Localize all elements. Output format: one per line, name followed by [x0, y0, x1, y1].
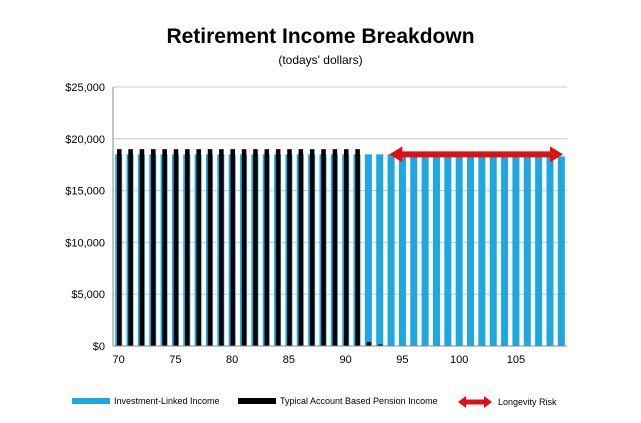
x-tick-label: 100 [450, 354, 468, 366]
y-tick-label: $5,000 [71, 289, 105, 301]
legend-swatch-pension [238, 398, 276, 404]
y-tick-label: $10,000 [65, 237, 105, 249]
bar-typical-pension-income [253, 149, 258, 346]
x-tick-label: 95 [396, 354, 408, 366]
bar-investment-linked-income [376, 154, 384, 346]
bar-investment-linked-income [557, 156, 565, 346]
bar-investment-linked-income [512, 156, 520, 346]
legend-item-longevity: Longevity Risk [458, 396, 557, 408]
bar-typical-pension-income [332, 149, 338, 346]
longevity-risk-arrow [389, 146, 564, 163]
bar-typical-pension-income [116, 149, 122, 346]
legend-swatch-investment [72, 398, 110, 404]
x-tick-label: 70 [113, 354, 125, 366]
legend-label-investment: Investment-Linked Income [114, 396, 220, 406]
chart-title: Retirement Income Breakdown [166, 25, 475, 48]
bar-investment-linked-income [432, 156, 440, 346]
bar-typical-pension-income [207, 149, 213, 346]
bar-investment-linked-income [444, 156, 452, 346]
x-tick-label: 105 [507, 354, 525, 366]
legend-item-pension: Typical Account Based Pension Income [238, 396, 438, 406]
bar-investment-linked-income [467, 156, 475, 346]
bar-investment-linked-income [455, 156, 463, 346]
x-tick-label: 75 [169, 354, 181, 366]
bar-typical-pension-income [162, 149, 167, 346]
bar-typical-pension-income [287, 149, 292, 346]
bar-investment-linked-income [523, 156, 531, 346]
bar-investment-linked-income [410, 156, 418, 346]
bar-investment-linked-income [421, 156, 429, 346]
bar-typical-pension-income [219, 149, 224, 346]
bar-typical-pension-income [355, 149, 360, 346]
bar-typical-pension-income [321, 149, 326, 346]
bar-typical-pension-income [343, 149, 349, 346]
chart-subtitle: (todays' dollars) [278, 53, 363, 67]
bar-typical-pension-income [139, 149, 145, 346]
legend-label-pension: Typical Account Based Pension Income [280, 396, 438, 406]
y-tick-label: $25,000 [65, 82, 105, 94]
bar-typical-pension-income [173, 149, 179, 346]
bar-typical-pension-income [378, 344, 383, 346]
bar-typical-pension-income [185, 149, 190, 346]
bar-typical-pension-income [241, 149, 247, 346]
bar-investment-linked-income [489, 156, 497, 346]
bar-investment-linked-income [478, 156, 486, 346]
bar-typical-pension-income [128, 149, 133, 346]
bar-typical-pension-income [275, 149, 281, 346]
y-tick-label: $20,000 [65, 134, 105, 146]
y-tick-label: $0 [93, 341, 105, 353]
x-tick-label: 80 [226, 354, 238, 366]
x-tick-label: 85 [283, 354, 295, 366]
legend-label-longevity: Longevity Risk [498, 397, 557, 407]
bar-typical-pension-income [151, 149, 156, 346]
bar-typical-pension-income [298, 149, 304, 346]
bar-investment-linked-income [387, 154, 395, 346]
bar-investment-linked-income [546, 156, 554, 346]
bar-investment-linked-income [535, 156, 543, 346]
legend-item-investment: Investment-Linked Income [72, 396, 220, 406]
bar-typical-pension-income [309, 149, 315, 346]
bar-typical-pension-income [196, 149, 201, 346]
bar-typical-pension-income [264, 149, 270, 346]
bar-investment-linked-income [398, 156, 406, 346]
double-arrow-icon [458, 396, 492, 408]
chart-legend: Investment-Linked Income Typical Account… [0, 396, 641, 410]
y-tick-label: $15,000 [65, 186, 105, 198]
bar-typical-pension-income [366, 341, 372, 346]
bar-investment-linked-income [501, 156, 509, 346]
x-tick-label: 90 [340, 354, 352, 366]
bar-investment-linked-income [364, 154, 372, 346]
bar-typical-pension-income [230, 149, 236, 346]
